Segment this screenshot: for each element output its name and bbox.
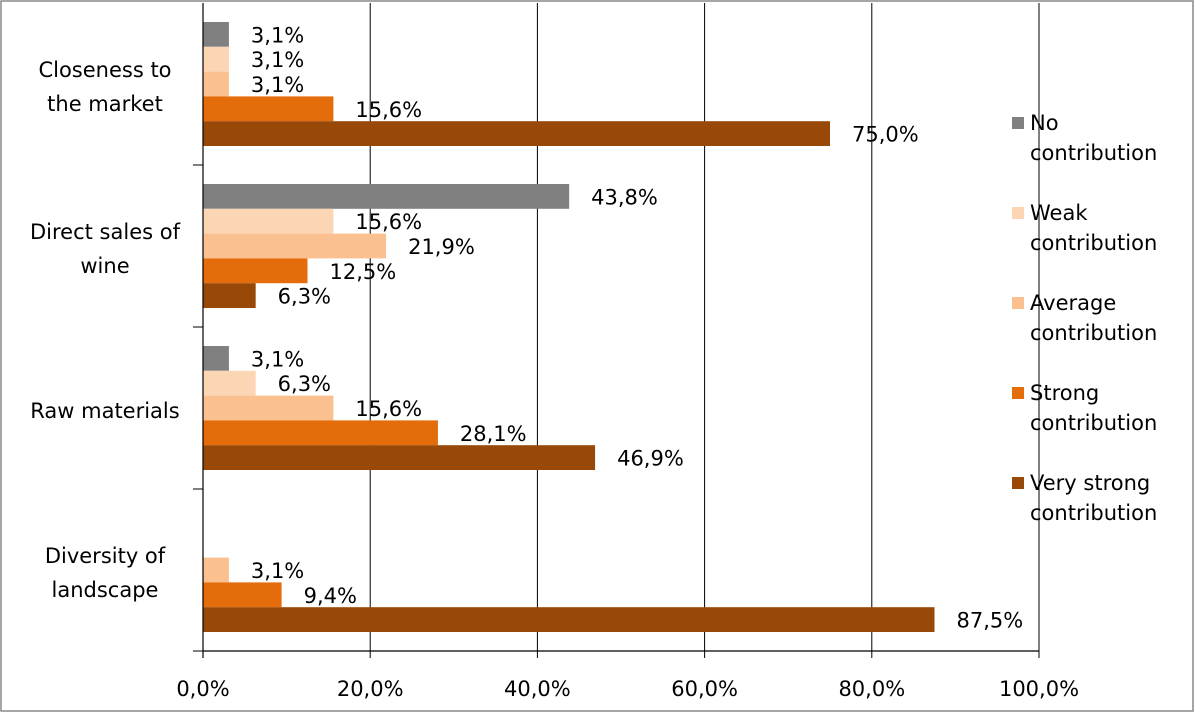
data-label: 3,1% <box>251 48 304 72</box>
data-label: 75,0% <box>852 123 919 147</box>
bar <box>203 184 570 209</box>
legend-label: Strong contribution <box>1030 381 1157 435</box>
category-label: Diversity of landscape <box>45 544 166 602</box>
legend-swatch <box>1012 117 1024 129</box>
bar <box>203 607 935 632</box>
data-label: 15,6% <box>355 98 422 122</box>
legend-swatch <box>1012 477 1024 489</box>
bar <box>203 557 229 583</box>
data-label: 3,1% <box>251 23 304 47</box>
x-tick-label: 60,0% <box>671 677 738 701</box>
bar <box>203 208 334 234</box>
bar <box>203 346 229 371</box>
data-label: 15,6% <box>355 210 422 234</box>
bar <box>203 445 596 470</box>
bar <box>203 121 830 146</box>
category-label: Closeness to the market <box>38 58 171 116</box>
bar <box>203 258 308 284</box>
legend-label: No contribution <box>1030 111 1157 165</box>
legend-label: Average contribution <box>1030 291 1157 345</box>
bar <box>203 22 229 47</box>
data-label: 21,9% <box>408 235 475 259</box>
data-label: 9,4% <box>304 584 357 608</box>
legend-swatch <box>1012 297 1024 309</box>
data-label: 6,3% <box>278 285 331 309</box>
x-tick-label: 0,0% <box>176 677 229 701</box>
x-tick-label: 20,0% <box>337 677 404 701</box>
data-label: 3,1% <box>251 347 304 371</box>
bar <box>203 233 387 259</box>
x-tick-label: 80,0% <box>838 677 905 701</box>
data-label: 3,1% <box>251 73 304 97</box>
bar <box>203 582 282 608</box>
bar <box>203 420 438 446</box>
legend-label: Very strong contribution <box>1030 471 1157 525</box>
x-tick-label: 40,0% <box>504 677 571 701</box>
category-label: Direct sales of wine <box>30 220 181 278</box>
bar <box>203 46 229 72</box>
bar <box>203 283 256 308</box>
data-label: 6,3% <box>278 372 331 396</box>
data-label: 87,5% <box>957 609 1024 633</box>
legend-label: Weak contribution <box>1030 201 1157 255</box>
data-label: 15,6% <box>355 397 422 421</box>
x-tick-label: 100,0% <box>999 677 1079 701</box>
bar <box>203 96 334 122</box>
data-label: 3,1% <box>251 559 304 583</box>
bar <box>203 370 256 396</box>
legend-swatch <box>1012 207 1024 219</box>
data-label: 43,8% <box>591 185 658 209</box>
data-label: 46,9% <box>617 447 684 471</box>
bar <box>203 395 334 421</box>
data-label: 28,1% <box>460 422 527 446</box>
bar <box>203 71 229 97</box>
data-label: 12,5% <box>330 260 397 284</box>
category-label: Raw materials <box>30 399 179 423</box>
legend-swatch <box>1012 387 1024 399</box>
